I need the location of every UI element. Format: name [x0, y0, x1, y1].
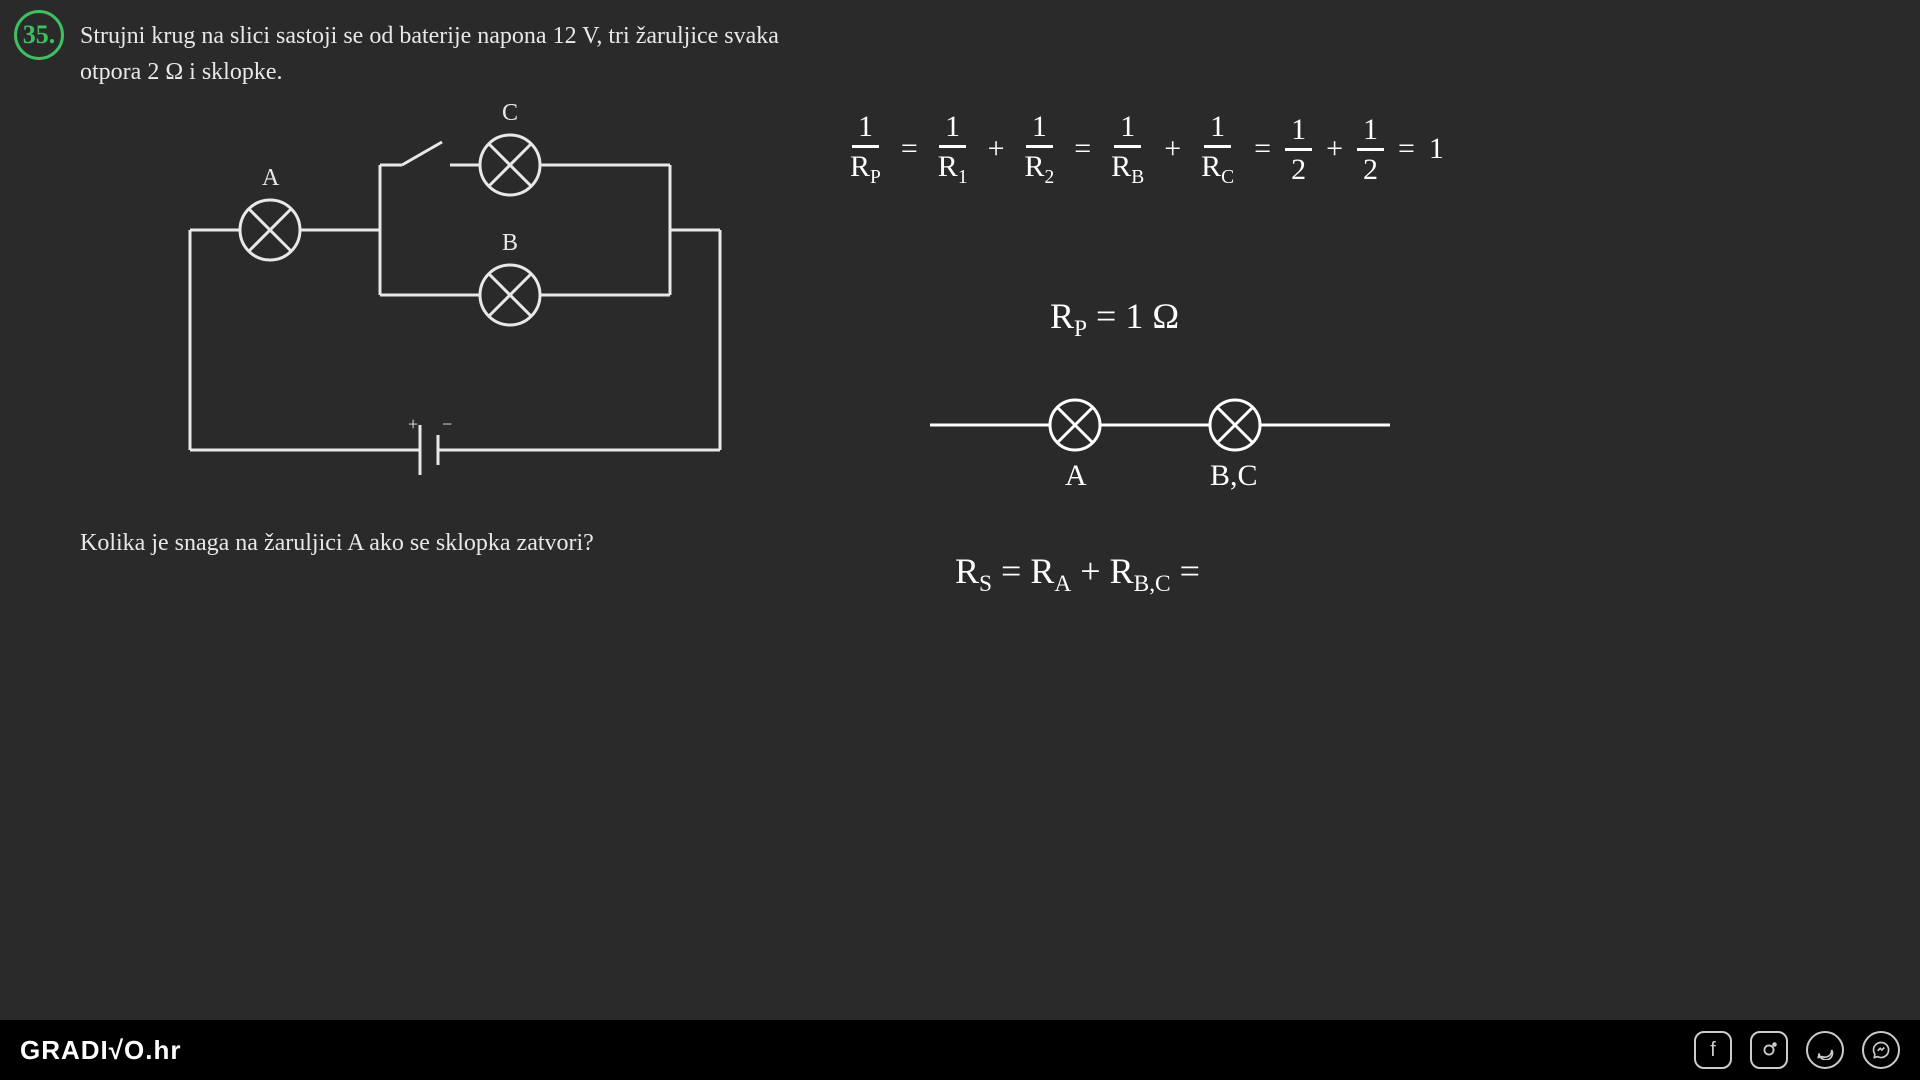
- equation-rp-value: RP = 1 Ω: [1050, 295, 1179, 343]
- svg-text:−: −: [442, 414, 452, 434]
- svg-text:B,C: B,C: [1210, 459, 1258, 492]
- messenger-icon[interactable]: [1862, 1031, 1900, 1069]
- simplified-circuit-diagram: A B,C: [920, 390, 1400, 510]
- problem-number: 35.: [23, 20, 56, 50]
- equation-parallel-resistance: 1RP = 1R1 + 1R2 = 1RB + 1RC = 12 + 12 = …: [840, 110, 1448, 188]
- brand-pre: GRADI: [20, 1035, 109, 1065]
- social-icons: f: [1694, 1031, 1900, 1069]
- brand-post: .hr: [145, 1035, 181, 1065]
- brand-logo: GRADI√O.hr: [20, 1035, 182, 1066]
- footer-bar: GRADI√O.hr f: [0, 1020, 1920, 1080]
- svg-text:A: A: [1065, 459, 1087, 492]
- circuit-diagram: + − A C: [180, 100, 740, 500]
- svg-text:A: A: [262, 165, 280, 191]
- equation-series-resistance: RS = RA + RB,C =: [955, 550, 1200, 598]
- svg-text:C: C: [502, 100, 518, 126]
- svg-text:+: +: [408, 414, 418, 434]
- whiteboard-canvas: 35. Strujni krug na slici sastoji se od …: [0, 0, 1920, 1020]
- svg-text:B: B: [502, 230, 518, 256]
- problem-number-badge: 35.: [14, 10, 64, 60]
- problem-statement: Strujni krug na slici sastoji se od bate…: [80, 18, 779, 90]
- facebook-icon[interactable]: f: [1694, 1031, 1732, 1069]
- brand-radical: √O: [109, 1035, 146, 1065]
- question-text: Kolika je snaga na žaruljici A ako se sk…: [80, 530, 594, 557]
- problem-line-2: otpora 2 Ω i sklopke.: [80, 54, 779, 90]
- problem-line-1: Strujni krug na slici sastoji se od bate…: [80, 18, 779, 54]
- whatsapp-icon[interactable]: [1806, 1031, 1844, 1069]
- instagram-icon[interactable]: [1750, 1031, 1788, 1069]
